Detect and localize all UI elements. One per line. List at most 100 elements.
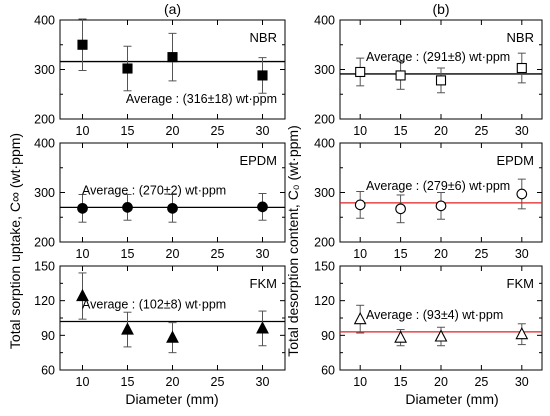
x-tick-label: 30	[515, 124, 529, 138]
panel-5: 200 300 400 10 15 20 25 30 EPDM Average : (279±6)…	[314, 137, 543, 261]
data-point	[257, 201, 268, 213]
x-tick-label: 20	[434, 247, 448, 261]
x-tick-label: 10	[76, 375, 90, 389]
y-tick-label: 200	[34, 113, 55, 127]
material-label: FKM	[250, 276, 277, 291]
data-point	[77, 39, 88, 50]
data-point	[355, 66, 366, 78]
x-tick-label: 10	[353, 124, 367, 138]
x-tick-label: 15	[394, 247, 408, 261]
data-point	[353, 311, 367, 325]
data-point	[166, 330, 179, 343]
data-point	[516, 62, 527, 74]
panel-label: (b)	[432, 1, 449, 17]
y-tick-label: 60	[41, 364, 55, 378]
y-tick-label: 90	[41, 329, 55, 343]
x-tick-label: 30	[256, 375, 270, 389]
material-label: FKM	[507, 276, 534, 291]
x-tick-label: 25	[474, 124, 488, 138]
x-tick-label: 10	[76, 124, 90, 138]
y-tick-label: 200	[34, 236, 55, 250]
y-axis-label-right: Total desorption content, C₀ (wt·ppm)	[285, 125, 301, 356]
x-tick-label: 25	[474, 375, 488, 389]
average-annotation: Average : (291±8) wt·ppm	[366, 50, 510, 64]
x-tick-label: 20	[434, 124, 448, 138]
data-point	[395, 70, 406, 81]
x-tick-label: 30	[256, 247, 270, 261]
y-tick-label: 400	[34, 137, 55, 151]
x-tick-label: 30	[256, 124, 270, 138]
x-tick-label: 15	[394, 124, 408, 138]
x-tick-label: 25	[211, 375, 225, 389]
x-tick-label: 30	[515, 247, 529, 261]
y-tick-label: 300	[34, 63, 55, 77]
data-point	[516, 188, 528, 200]
average-annotation: Average : (270±2) wt·ppm	[82, 183, 226, 197]
y-tick-label: 150	[314, 260, 335, 274]
x-tick-label: 15	[121, 124, 135, 138]
material-label: NBR	[507, 30, 534, 45]
x-tick-label: 15	[121, 375, 135, 389]
x-tick-label: 20	[166, 124, 180, 138]
y-tick-label: 60	[321, 364, 335, 378]
data-point	[77, 202, 88, 214]
x-tick-label: 25	[211, 124, 225, 138]
average-annotation: Average : (279±6) wt·ppm	[366, 179, 510, 193]
y-tick-label: 90	[321, 329, 335, 343]
y-tick-label: 120	[314, 294, 335, 308]
x-tick-label: 25	[211, 247, 225, 261]
panel-6: 60 90 120 150 10 15 20 25 30 FKM Average : (93±4) …	[314, 260, 543, 389]
y-tick-label: 300	[34, 186, 55, 200]
y-tick-label: 300	[314, 186, 335, 200]
data-point	[122, 202, 133, 213]
data-point	[435, 200, 447, 212]
panel-1: 200 300 400 10 15 20 25 30 NBR Average : (316±18)…	[34, 1, 286, 138]
data-point	[435, 75, 447, 86]
y-tick-label: 150	[34, 260, 55, 274]
material-label: NBR	[250, 30, 277, 45]
material-label: EPDM	[239, 153, 277, 168]
x-axis-label-left: Diameter (mm)	[125, 391, 218, 407]
x-tick-label: 25	[474, 247, 488, 261]
panel-3: 60 90 120 150 10 15 20 25 30 FKM Average : (102±8)…	[34, 260, 286, 389]
data-point	[121, 322, 134, 335]
x-tick-label: 20	[434, 375, 448, 389]
x-tick-label: 10	[76, 247, 90, 261]
data-point	[395, 203, 406, 215]
y-tick-label: 400	[314, 14, 335, 28]
x-tick-label: 15	[394, 375, 408, 389]
y-tick-label: 200	[314, 236, 335, 250]
x-tick-label: 10	[353, 247, 367, 261]
data-point	[257, 70, 268, 81]
y-tick-label: 200	[314, 113, 335, 127]
data-point	[167, 202, 178, 214]
y-tick-label: 400	[34, 14, 55, 28]
x-tick-label: 30	[515, 375, 529, 389]
y-tick-label: 300	[314, 63, 335, 77]
x-tick-label: 20	[166, 375, 180, 389]
y-tick-label: 400	[314, 137, 335, 151]
data-point	[354, 199, 366, 211]
panels: 200 300 400 10 15 20 25 30 NBR Average : (316±18)…	[34, 1, 543, 389]
data-point	[122, 63, 133, 74]
data-point	[167, 52, 178, 63]
data-point	[256, 321, 269, 334]
data-point	[434, 329, 448, 342]
data-point	[76, 288, 89, 302]
x-tick-label: 15	[121, 247, 135, 261]
y-tick-label: 120	[34, 294, 55, 308]
x-tick-label: 10	[353, 375, 367, 389]
y-axis-label-left: Total sorption uptake, C∞ (wt·ppm)	[7, 133, 23, 349]
x-tick-label: 20	[166, 247, 180, 261]
data-point	[515, 326, 529, 340]
x-axis-label-right: Diameter (mm)	[405, 391, 498, 407]
panel-4: 200 300 400 10 15 20 25 30 NBR Average : (291±8) …	[314, 1, 543, 138]
panel-2: 200 300 400 10 15 20 25 30 EPDM Average : (270±2)…	[34, 137, 286, 261]
material-label: EPDM	[496, 153, 534, 168]
average-annotation: Average : (102±8) wt·ppm	[82, 297, 226, 311]
average-annotation: Average : (93±4) wt·ppm	[366, 308, 503, 322]
panel-label: (a)	[164, 1, 181, 17]
data-point	[394, 330, 408, 343]
